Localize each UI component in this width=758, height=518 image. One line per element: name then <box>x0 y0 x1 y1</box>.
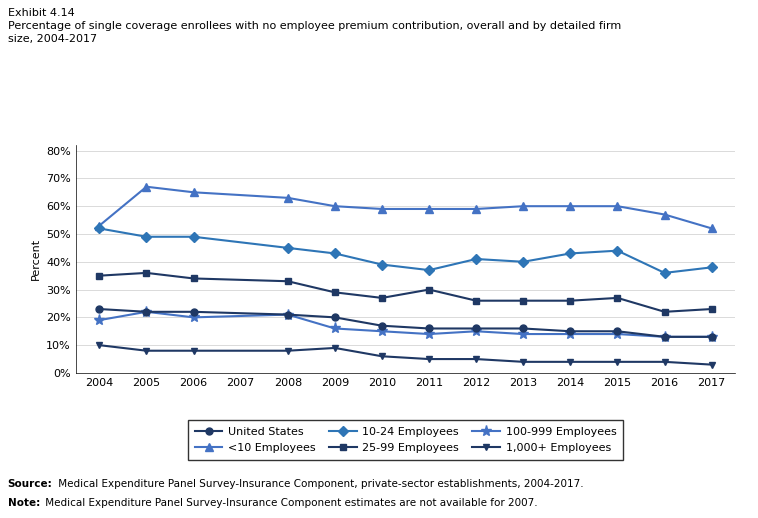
100-999 Employees <box>142 309 151 315</box>
Text: Note:: Note: <box>8 498 40 508</box>
1,000+ Employees <box>471 356 481 362</box>
<10 Employees <box>142 183 151 190</box>
1,000+ Employees <box>518 359 528 365</box>
<10 Employees <box>424 206 434 212</box>
1,000+ Employees <box>330 345 340 351</box>
100-999 Employees <box>565 331 575 337</box>
United States <box>377 323 387 329</box>
10-24 Employees <box>424 267 434 273</box>
1,000+ Employees <box>283 348 293 354</box>
Text: Medical Expenditure Panel Survey-Insurance Component, private-sector establishme: Medical Expenditure Panel Survey-Insuran… <box>55 479 584 489</box>
10-24 Employees <box>518 258 528 265</box>
25-99 Employees <box>660 309 669 315</box>
100-999 Employees <box>283 311 293 318</box>
10-24 Employees <box>330 250 340 256</box>
United States <box>471 325 481 332</box>
1,000+ Employees <box>660 359 669 365</box>
10-24 Employees <box>189 234 198 240</box>
<10 Employees <box>330 203 340 209</box>
<10 Employees <box>95 223 104 229</box>
100-999 Employees <box>95 317 104 323</box>
Line: 1,000+ Employees: 1,000+ Employees <box>96 342 716 368</box>
25-99 Employees <box>565 297 575 304</box>
1,000+ Employees <box>95 342 104 348</box>
Text: Percentage of single coverage enrollees with no employee premium contribution, o: Percentage of single coverage enrollees … <box>8 21 621 31</box>
10-24 Employees <box>283 245 293 251</box>
25-99 Employees <box>330 289 340 295</box>
<10 Employees <box>377 206 387 212</box>
100-999 Employees <box>471 328 481 335</box>
Line: 100-999 Employees: 100-999 Employees <box>94 306 717 342</box>
100-999 Employees <box>660 334 669 340</box>
United States <box>95 306 104 312</box>
100-999 Employees <box>707 334 716 340</box>
Text: Exhibit 4.14: Exhibit 4.14 <box>8 8 74 18</box>
1,000+ Employees <box>565 359 575 365</box>
Y-axis label: Percent: Percent <box>30 238 41 280</box>
1,000+ Employees <box>613 359 622 365</box>
Line: 10-24 Employees: 10-24 Employees <box>96 225 716 277</box>
Line: United States: United States <box>96 306 716 340</box>
<10 Employees <box>707 225 716 232</box>
25-99 Employees <box>471 297 481 304</box>
1,000+ Employees <box>377 353 387 359</box>
United States <box>189 309 198 315</box>
United States <box>330 314 340 321</box>
1,000+ Employees <box>189 348 198 354</box>
100-999 Employees <box>377 328 387 335</box>
<10 Employees <box>471 206 481 212</box>
Line: <10 Employees: <10 Employees <box>96 182 716 233</box>
25-99 Employees <box>189 276 198 282</box>
Text: Medical Expenditure Panel Survey-Insurance Component estimates are not available: Medical Expenditure Panel Survey-Insuran… <box>42 498 538 508</box>
10-24 Employees <box>471 256 481 262</box>
25-99 Employees <box>424 286 434 293</box>
10-24 Employees <box>377 262 387 268</box>
1,000+ Employees <box>707 362 716 368</box>
25-99 Employees <box>142 270 151 276</box>
Text: Source:: Source: <box>8 479 52 489</box>
<10 Employees <box>518 203 528 209</box>
United States <box>660 334 669 340</box>
<10 Employees <box>283 195 293 201</box>
<10 Employees <box>660 211 669 218</box>
Legend: United States, <10 Employees, 10-24 Employees, 25-99 Employees, 100-999 Employee: United States, <10 Employees, 10-24 Empl… <box>188 420 623 460</box>
25-99 Employees <box>613 295 622 301</box>
United States <box>707 334 716 340</box>
25-99 Employees <box>518 297 528 304</box>
10-24 Employees <box>95 225 104 232</box>
100-999 Employees <box>330 325 340 332</box>
25-99 Employees <box>377 295 387 301</box>
<10 Employees <box>189 189 198 195</box>
10-24 Employees <box>565 250 575 256</box>
10-24 Employees <box>660 270 669 276</box>
25-99 Employees <box>95 272 104 279</box>
Line: 25-99 Employees: 25-99 Employees <box>96 269 716 315</box>
United States <box>518 325 528 332</box>
10-24 Employees <box>142 234 151 240</box>
United States <box>142 309 151 315</box>
United States <box>424 325 434 332</box>
1,000+ Employees <box>142 348 151 354</box>
United States <box>565 328 575 335</box>
Text: size, 2004-2017: size, 2004-2017 <box>8 34 97 44</box>
1,000+ Employees <box>424 356 434 362</box>
25-99 Employees <box>283 278 293 284</box>
United States <box>613 328 622 335</box>
10-24 Employees <box>613 248 622 254</box>
United States <box>283 311 293 318</box>
<10 Employees <box>613 203 622 209</box>
100-999 Employees <box>613 331 622 337</box>
<10 Employees <box>565 203 575 209</box>
100-999 Employees <box>424 331 434 337</box>
10-24 Employees <box>707 264 716 270</box>
100-999 Employees <box>189 314 198 321</box>
25-99 Employees <box>707 306 716 312</box>
100-999 Employees <box>518 331 528 337</box>
